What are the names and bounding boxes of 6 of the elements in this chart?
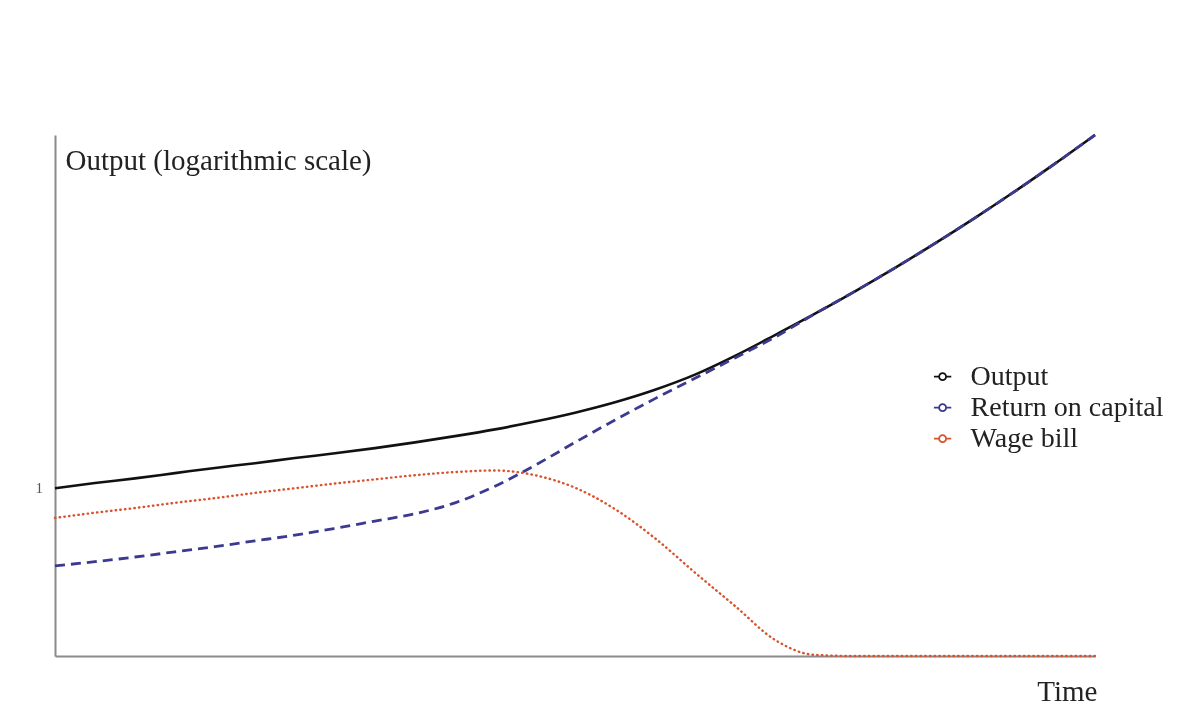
legend-label: Wage bill xyxy=(970,421,1079,453)
y-axis-title: Output (logarithmic scale) xyxy=(65,143,372,177)
legend-label: Output xyxy=(970,359,1049,391)
x-axis-title: Time xyxy=(1037,674,1098,707)
text: 1 xyxy=(35,480,43,497)
legend-label: Return on capital xyxy=(970,390,1164,422)
